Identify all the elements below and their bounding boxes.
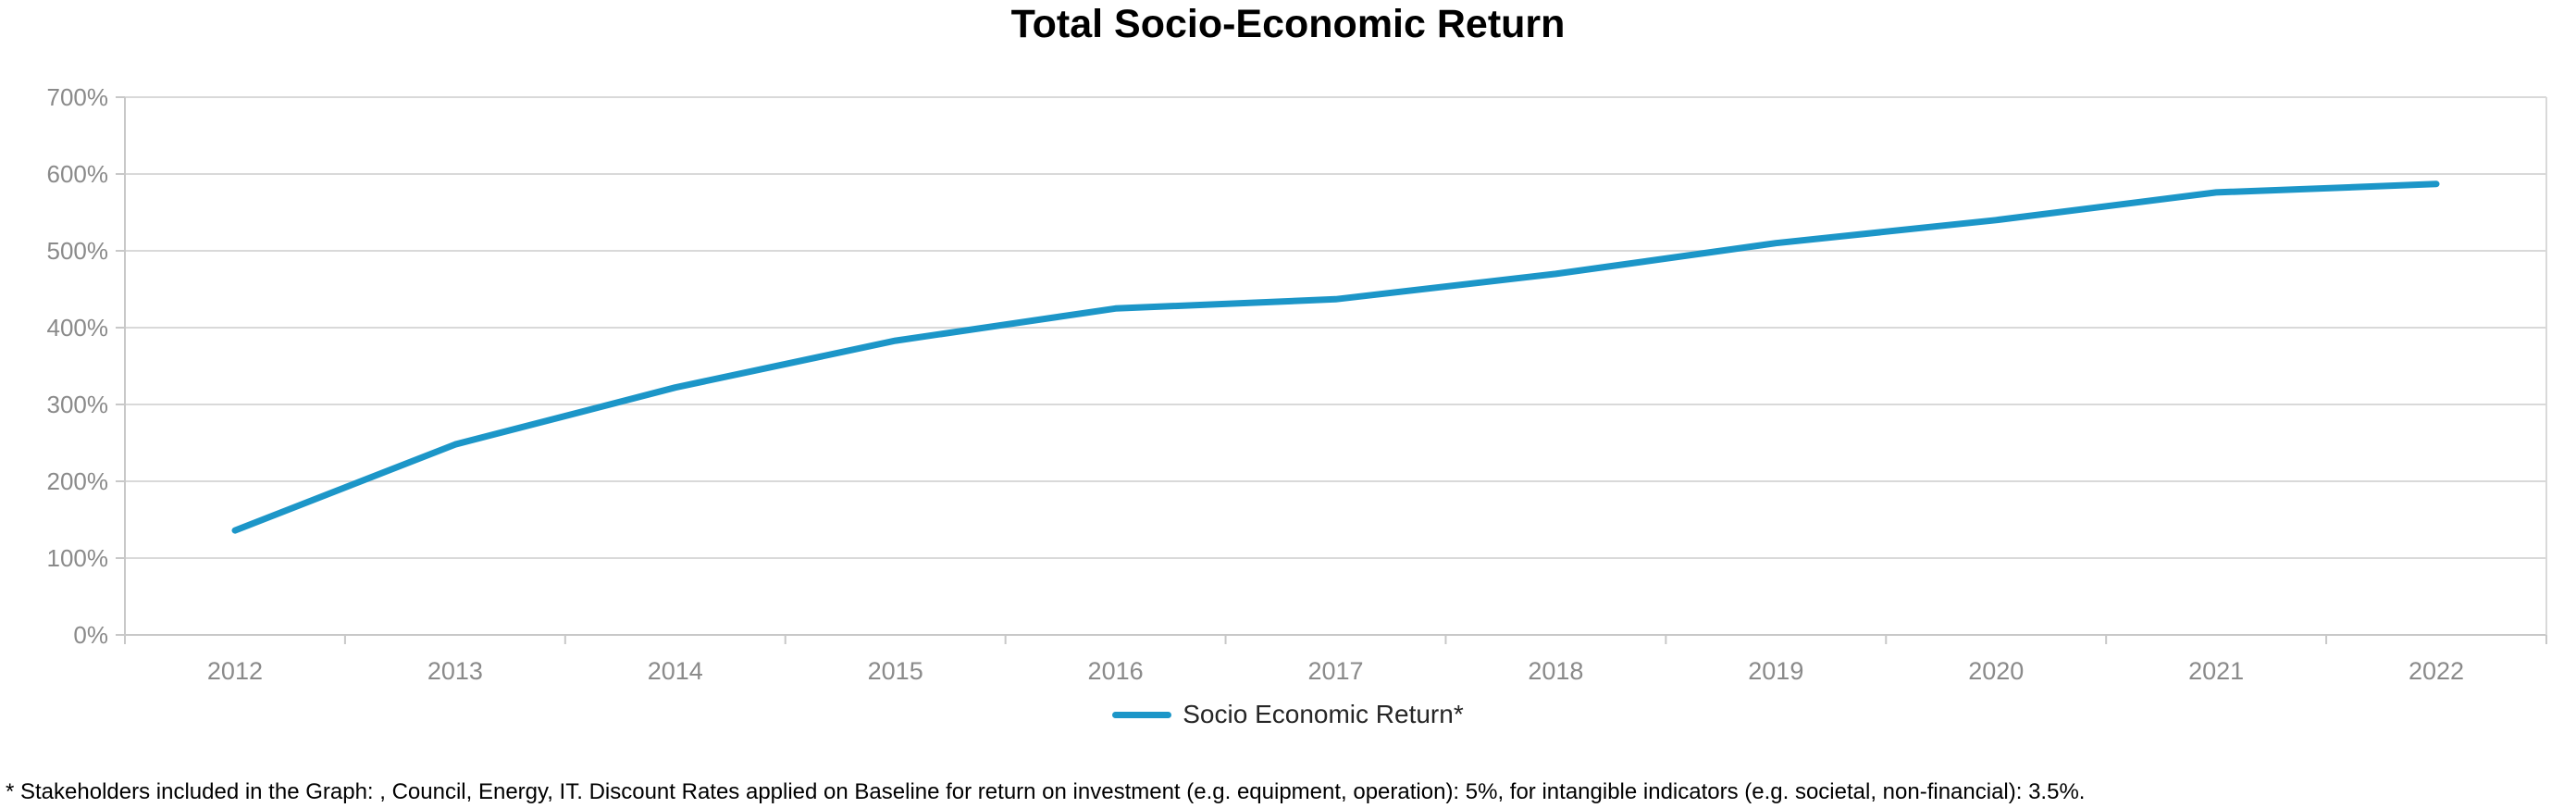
x-axis-label: 2019 <box>1748 657 1803 685</box>
y-axis-label: 100% <box>47 544 109 572</box>
x-axis-label: 2016 <box>1088 657 1144 685</box>
x-axis-label: 2012 <box>207 657 263 685</box>
x-axis-label: 2021 <box>2188 657 2244 685</box>
y-axis-label: 0% <box>73 621 108 649</box>
y-axis-label: 300% <box>47 391 109 418</box>
y-axis-label: 700% <box>47 83 109 111</box>
series-line <box>231 180 2440 534</box>
x-axis-label: 2022 <box>2409 657 2464 685</box>
y-axis-label: 400% <box>47 314 109 342</box>
x-axis-label: 2013 <box>427 657 483 685</box>
chart-footnote: * Stakeholders included in the Graph: , … <box>6 779 2086 804</box>
plot-area: 0% 100% 200% 300% 400% 500% 600% 700% 2012 2013 20… <box>47 83 2547 685</box>
legend-line-swatch-icon <box>1112 711 1172 718</box>
x-axis-label: 2014 <box>648 657 703 685</box>
chart-title: Total Socio-Economic Return <box>1010 2 1566 46</box>
y-axis-label: 500% <box>47 237 109 265</box>
x-axis-label: 2018 <box>1528 657 1583 685</box>
y-axis-label: 600% <box>47 160 109 188</box>
y-axis-label: 200% <box>47 467 109 495</box>
legend: Socio Economic Return* <box>0 700 2576 729</box>
x-axis-label: 2017 <box>1307 657 1363 685</box>
x-axis-label: 2020 <box>1968 657 2024 685</box>
legend-series-label: Socio Economic Return* <box>1183 700 1464 728</box>
x-axis-label: 2015 <box>868 657 923 685</box>
